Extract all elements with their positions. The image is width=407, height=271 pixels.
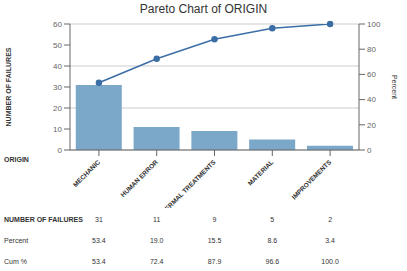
html-text:9: 9 — [212, 215, 217, 222]
svg-text:30: 30 — [53, 83, 62, 92]
html-text:53.4: 53.4 — [92, 257, 106, 264]
svg-text:80: 80 — [367, 45, 376, 54]
html-text:ORIGIN: ORIGIN — [4, 156, 29, 163]
html-text:8.6: 8.6 — [267, 236, 278, 243]
svg-text:40: 40 — [367, 95, 376, 104]
svg-text:THERMAL TREATMENTS: THERMAL TREATMENTS — [157, 158, 217, 208]
html-text:NUMBER OF FAILURES: NUMBER OF FAILURES — [4, 215, 83, 222]
html-text:2: 2 — [328, 215, 332, 222]
svg-text:20: 20 — [367, 121, 376, 130]
html-text:72.4: 72.4 — [149, 257, 164, 264]
html-text:15.5: 15.5 — [207, 236, 222, 243]
svg-text:40: 40 — [53, 62, 62, 71]
svg-text:MATERIAL: MATERIAL — [246, 158, 274, 186]
svg-text:60: 60 — [367, 70, 376, 79]
svg-text:MECHANIC: MECHANIC — [71, 158, 101, 188]
svg-text:20: 20 — [53, 104, 62, 113]
html-text:Pareto Chart of ORIGIN: Pareto Chart of ORIGIN — [139, 2, 268, 16]
svg-text:NUMBER OF FAILURES: NUMBER OF FAILURES — [8, 47, 12, 126]
svg-text:100: 100 — [367, 20, 381, 29]
html-text:19.0: 19.0 — [149, 236, 164, 243]
svg-text:Percent: Percent — [391, 75, 398, 99]
svg-text:10: 10 — [53, 125, 62, 134]
html-text:87.9: 87.9 — [207, 257, 222, 264]
html-text:31: 31 — [95, 215, 103, 222]
html-text:Cum %: Cum % — [4, 257, 27, 264]
html-text:100.0: 100.0 — [321, 257, 339, 264]
html-text:53.4: 53.4 — [92, 236, 106, 243]
html-text:Percent: Percent — [4, 236, 29, 243]
html-text:5: 5 — [270, 215, 275, 222]
html-text:96.6: 96.6 — [265, 257, 280, 264]
svg-text:50: 50 — [53, 41, 62, 50]
svg-text:0: 0 — [58, 146, 63, 155]
html-text:11: 11 — [153, 215, 161, 222]
html-text:3.4: 3.4 — [325, 236, 335, 243]
svg-text:60: 60 — [53, 20, 62, 29]
svg-text:0: 0 — [367, 146, 372, 155]
svg-text:IMPROVEMENTS: IMPROVEMENTS — [290, 158, 333, 201]
svg-text:HUMAN ERROR: HUMAN ERROR — [119, 158, 159, 198]
